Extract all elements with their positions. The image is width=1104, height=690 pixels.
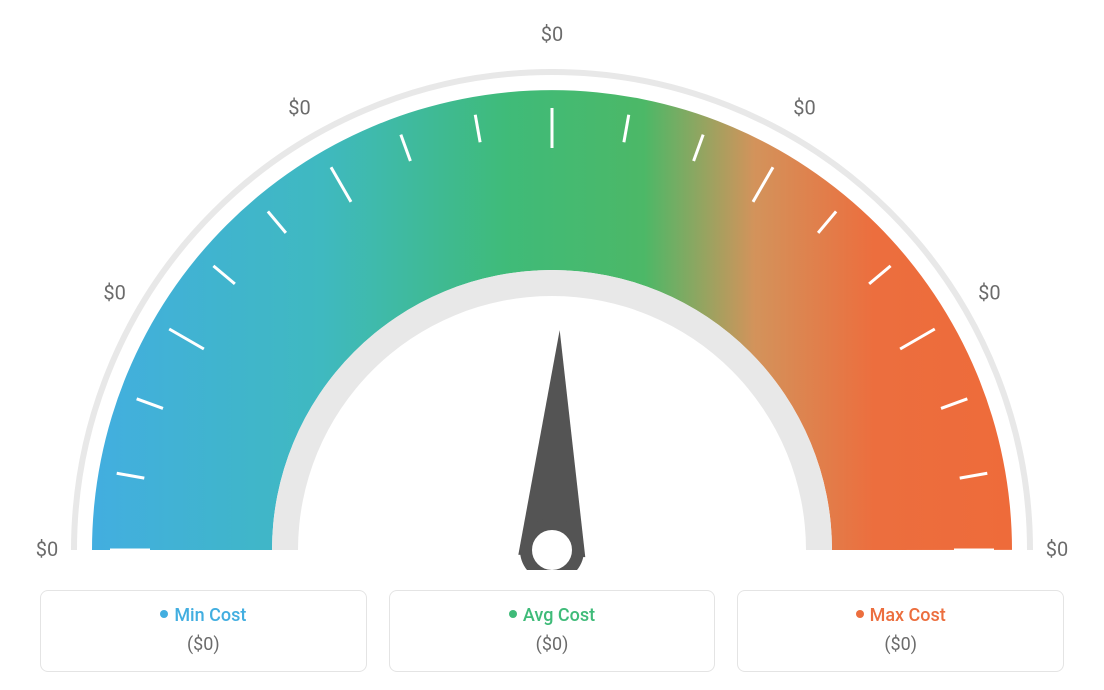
legend-dot-icon [856, 610, 864, 618]
legend-value-max: ($0) [748, 634, 1053, 655]
legend-title-avg: Avg Cost [400, 605, 705, 626]
legend-title-min: Min Cost [51, 605, 356, 626]
legend-row: Min Cost ($0) Avg Cost ($0) Max Cost ($0) [40, 590, 1064, 672]
legend-dot-icon [509, 610, 517, 618]
gauge-scale-label: $0 [103, 281, 125, 305]
legend-dot-icon [160, 610, 168, 618]
cost-gauge: $0 $0 $0 $0 $0 $0 $0 [22, 10, 1082, 570]
legend-title-max: Max Cost [748, 605, 1053, 626]
legend-label: Max Cost [870, 605, 946, 626]
legend-label: Avg Cost [523, 605, 595, 626]
legend-card-max: Max Cost ($0) [737, 590, 1064, 672]
legend-card-avg: Avg Cost ($0) [389, 590, 716, 672]
gauge-svg: $0 $0 $0 $0 $0 $0 $0 [22, 10, 1082, 570]
legend-value-min: ($0) [51, 634, 356, 655]
gauge-scale-label: $0 [36, 537, 58, 561]
legend-card-min: Min Cost ($0) [40, 590, 367, 672]
legend-value-avg: ($0) [400, 634, 705, 655]
gauge-scale-label: $0 [541, 22, 563, 46]
gauge-hub [526, 524, 578, 570]
gauge-scale-label: $0 [793, 96, 815, 120]
gauge-scale-label: $0 [1046, 537, 1068, 561]
gauge-scale-label: $0 [978, 281, 1000, 305]
legend-label: Min Cost [174, 605, 246, 626]
gauge-scale-label: $0 [288, 96, 310, 120]
